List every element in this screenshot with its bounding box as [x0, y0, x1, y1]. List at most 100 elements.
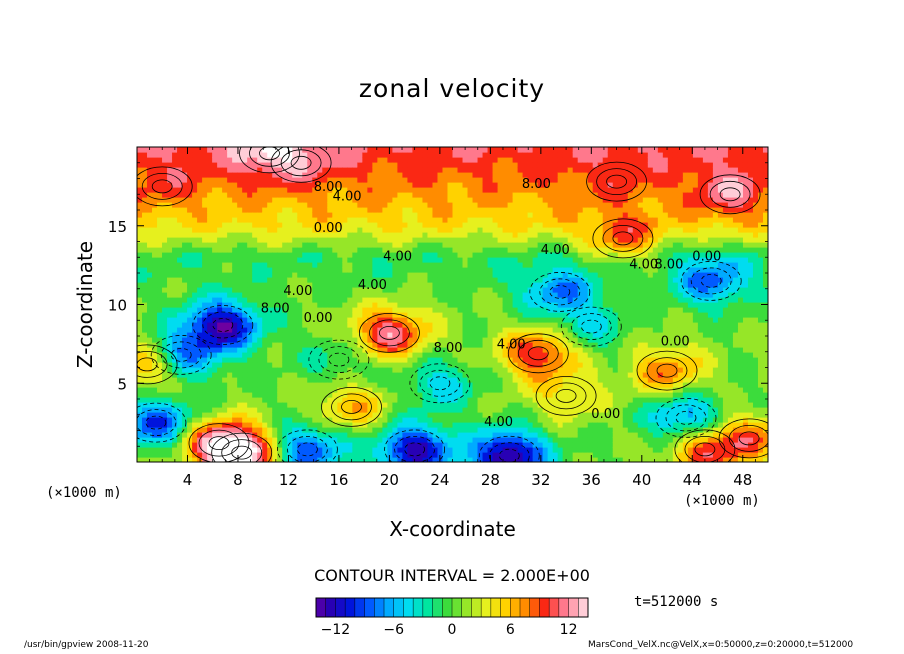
heatmap-cell — [267, 202, 273, 208]
heatmap-cell — [332, 222, 338, 228]
heatmap-cell — [417, 317, 424, 323]
heatmap-cell — [252, 227, 258, 233]
heatmap-cell — [272, 232, 278, 238]
heatmap-cell — [232, 322, 238, 328]
heatmap-cell — [277, 322, 283, 328]
heatmap-cell — [357, 357, 363, 363]
heatmap-cell — [492, 292, 499, 298]
heatmap-cell — [247, 167, 253, 173]
heatmap-cell — [392, 267, 399, 273]
heatmap-cell — [432, 312, 439, 318]
heatmap-cell — [252, 447, 258, 453]
heatmap-cell — [282, 412, 288, 418]
heatmap-cell — [312, 262, 318, 268]
heatmap-cell — [432, 212, 439, 218]
heatmap-cell — [262, 187, 268, 193]
heatmap-cell — [287, 312, 293, 318]
heatmap-cell — [482, 302, 489, 308]
heatmap-cell — [287, 327, 293, 333]
heatmap-cell — [492, 197, 499, 203]
heatmap-cell — [397, 157, 404, 163]
heatmap-cell — [457, 407, 464, 413]
heatmap-cell — [207, 192, 213, 198]
heatmap-cell — [302, 337, 308, 343]
heatmap-cell — [507, 232, 514, 238]
heatmap-cell — [497, 262, 504, 268]
heatmap-cell — [502, 262, 509, 268]
heatmap-cell — [242, 342, 248, 348]
heatmap-cell — [282, 292, 288, 298]
heatmap-cell — [337, 287, 343, 293]
heatmap-cell — [392, 227, 399, 233]
heatmap-cell — [247, 362, 253, 368]
heatmap-cell — [512, 357, 519, 363]
heatmap-cell — [447, 307, 454, 313]
heatmap-cell — [292, 162, 298, 168]
heatmap-cell — [217, 312, 223, 318]
heatmap-cell — [262, 362, 268, 368]
heatmap-cell — [452, 247, 459, 253]
heatmap-cell — [357, 317, 363, 323]
heatmap-cell — [507, 437, 514, 443]
heatmap-cell — [432, 187, 439, 193]
heatmap-cell — [507, 212, 514, 218]
heatmap-cell — [362, 217, 368, 223]
heatmap-cell — [257, 322, 263, 328]
heatmap-cell — [227, 227, 233, 233]
heatmap-cell — [267, 317, 273, 323]
heatmap-cell — [357, 367, 363, 373]
heatmap-cell — [232, 287, 238, 293]
heatmap-cell — [502, 207, 509, 213]
heatmap-cell — [167, 327, 173, 333]
heatmap-cell — [222, 377, 228, 383]
heatmap-cell — [152, 377, 158, 383]
heatmap-cell — [497, 237, 504, 243]
heatmap-cell — [522, 192, 529, 198]
heatmap-cell — [207, 322, 213, 328]
heatmap-cell — [347, 157, 353, 163]
heatmap-cell — [152, 187, 158, 193]
heatmap-cell — [507, 242, 514, 248]
heatmap-cell — [512, 397, 519, 403]
heatmap-cell — [302, 347, 308, 353]
heatmap-cell — [397, 272, 404, 278]
heatmap-cell — [502, 312, 509, 318]
heatmap-cell — [297, 422, 303, 428]
heatmap-cell — [197, 397, 203, 403]
heatmap-cell — [172, 287, 178, 293]
heatmap-cell — [412, 267, 419, 273]
heatmap-cell — [287, 237, 293, 243]
heatmap-cell — [312, 402, 318, 408]
heatmap-cell — [457, 412, 464, 418]
heatmap-cell — [212, 187, 218, 193]
heatmap-cell — [302, 162, 308, 168]
heatmap-cell — [337, 237, 343, 243]
heatmap-cell — [447, 217, 454, 223]
heatmap-cell — [327, 397, 333, 403]
heatmap-cell — [212, 227, 218, 233]
heatmap-cell — [467, 287, 474, 293]
heatmap-cell — [502, 322, 509, 328]
heatmap-cell — [352, 297, 358, 303]
heatmap-cell — [532, 457, 539, 462]
heatmap-cell — [317, 262, 323, 268]
heatmap-cell — [527, 192, 534, 198]
heatmap-cell — [412, 197, 419, 203]
heatmap-cell — [362, 377, 368, 383]
heatmap-cell — [272, 177, 278, 183]
heatmap-cell — [402, 272, 409, 278]
heatmap-cell — [252, 402, 258, 408]
heatmap-cell — [237, 317, 243, 323]
heatmap-cell — [202, 427, 208, 433]
heatmap-cell — [392, 162, 399, 168]
heatmap-cell — [477, 307, 484, 313]
heatmap-cell — [182, 152, 188, 158]
heatmap-cell — [482, 262, 489, 268]
heatmap-cell — [317, 172, 323, 178]
heatmap-cell — [382, 412, 388, 418]
heatmap-cell — [417, 252, 424, 258]
heatmap-cell — [147, 282, 153, 288]
heatmap-cell — [157, 152, 163, 158]
heatmap-cell — [272, 157, 278, 163]
heatmap-cell — [482, 387, 489, 393]
